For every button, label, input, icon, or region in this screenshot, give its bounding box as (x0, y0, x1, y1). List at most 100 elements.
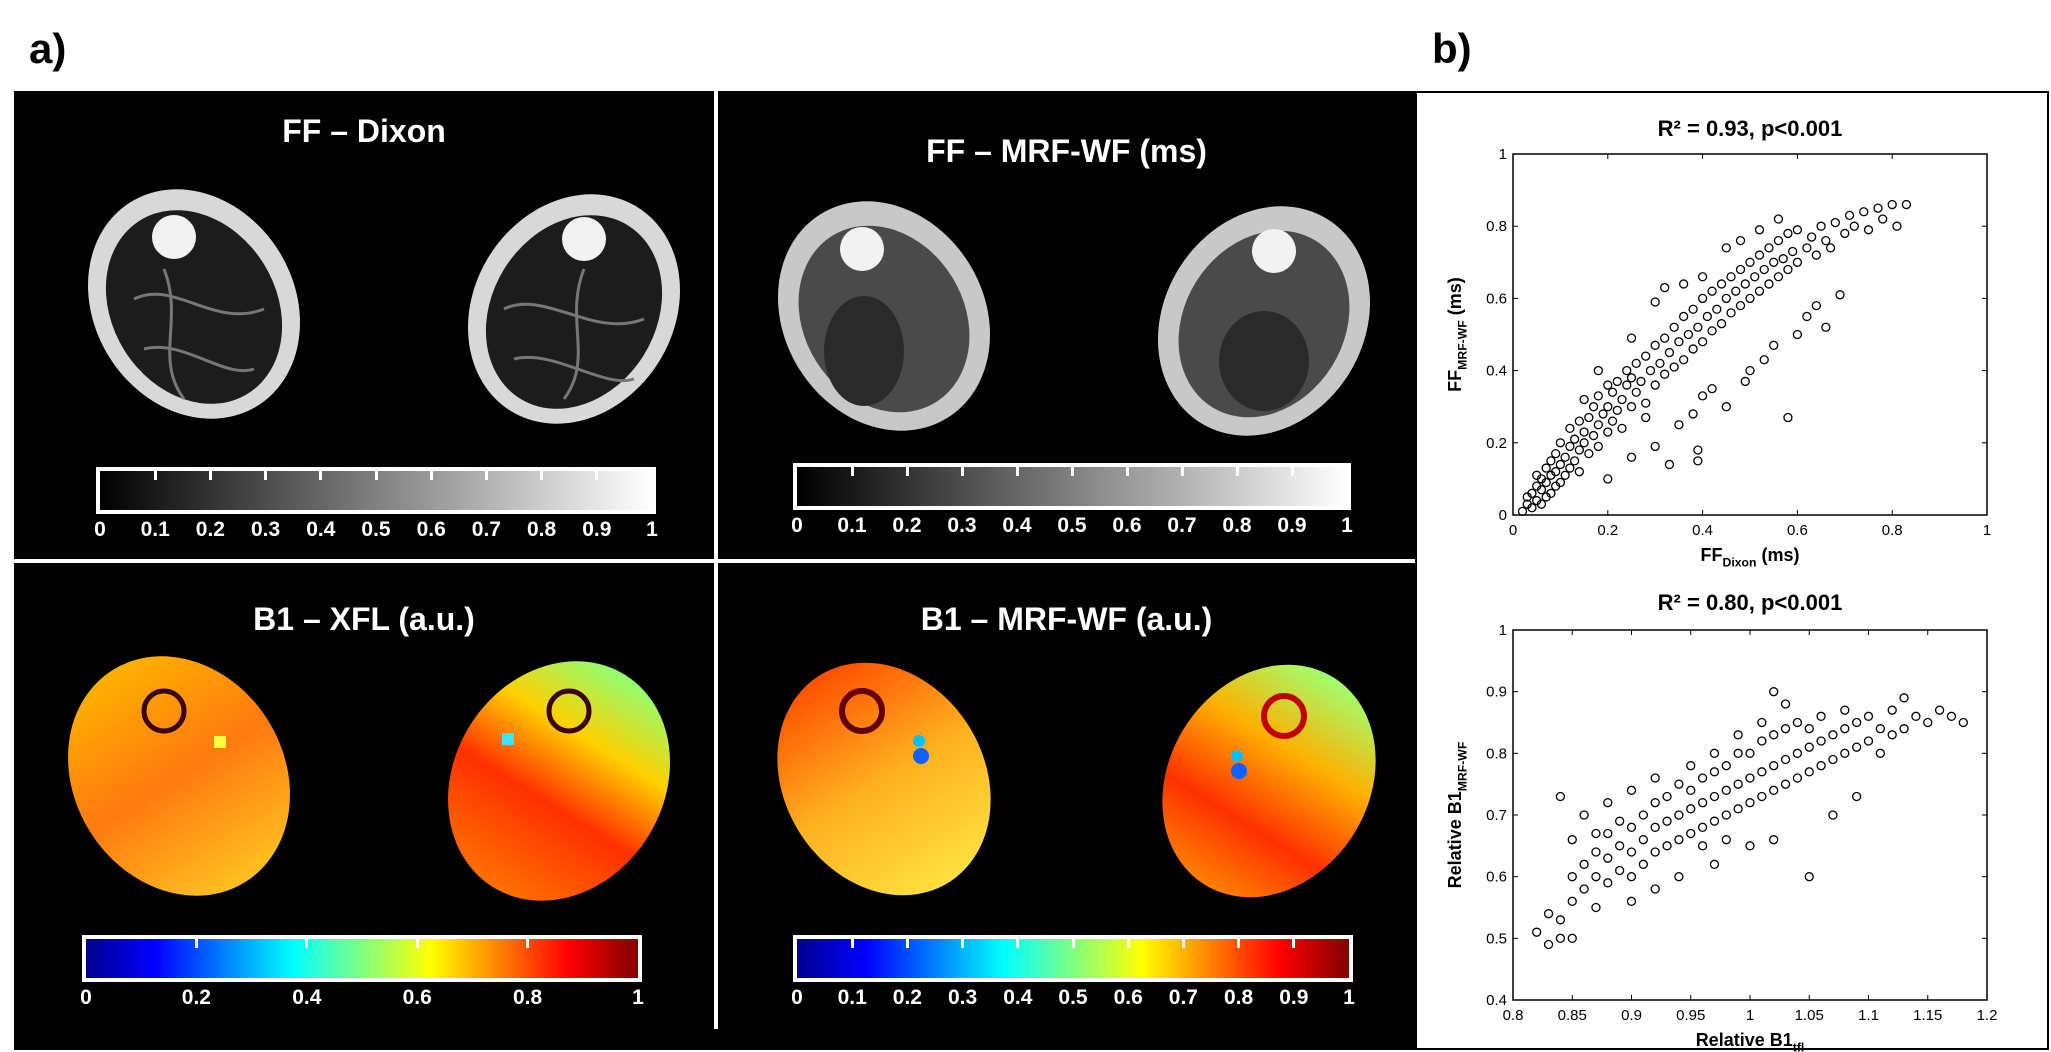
scatter-point (1532, 927, 1542, 937)
scatter-point (1584, 412, 1594, 423)
plot-axes-box (1512, 153, 1988, 516)
scatter-point (1828, 730, 1838, 740)
scatter-point (1551, 448, 1561, 459)
scatter-point (1828, 810, 1838, 820)
scatter-point (1745, 773, 1755, 783)
scatter-point (1603, 474, 1613, 484)
scatter-point (1783, 412, 1793, 423)
scatter-point (1693, 322, 1703, 332)
colorbar-tick-label: 0.3 (947, 514, 977, 537)
scatter-point (1546, 488, 1556, 498)
scatter-point (1849, 221, 1859, 231)
scatter-point (1626, 822, 1637, 832)
scatter-point (1769, 687, 1779, 697)
scatter-point (1664, 347, 1675, 358)
scatter-point (1757, 767, 1767, 777)
scatter-point (1650, 798, 1660, 808)
scatter-point (1612, 376, 1622, 387)
scatter-point (1792, 225, 1803, 235)
y-axis-label: FFMRF-WF (ms) (1445, 277, 1469, 392)
colorbar-tick-label: 0.4 (306, 518, 336, 541)
scatter-point (1780, 724, 1791, 734)
colorbar-tick-label: 0.9 (1277, 514, 1307, 537)
horizontal-divider (14, 559, 1415, 563)
scatter-point (1934, 705, 1945, 715)
scatter-point (1757, 717, 1767, 728)
scatter-point (1631, 358, 1641, 369)
scatter-point (1607, 387, 1618, 397)
colorbar-tick (1015, 467, 1019, 476)
scatter-point (1721, 293, 1731, 304)
colorbar-tick (1237, 939, 1241, 948)
ff-dixon-right-slice (468, 194, 680, 424)
scatter-point (1875, 748, 1886, 758)
colorbar-tick-label: 0.5 (1058, 986, 1088, 1009)
scatter-point (1835, 290, 1845, 300)
colorbar-tick-label: 0.6 (416, 518, 446, 541)
colorbar-tick (305, 939, 309, 948)
scatter-point (1740, 279, 1750, 289)
y-tick-label: 1 (1499, 146, 1507, 163)
scatter-point (1636, 376, 1646, 387)
colorbar-tick (961, 939, 965, 948)
scatter-point (1650, 441, 1660, 452)
colorbar-tick (415, 939, 419, 948)
scatter-point (1638, 859, 1649, 869)
y-tick-label: 0.7 (1486, 807, 1507, 824)
scatter-point (1697, 841, 1708, 851)
scatter-point (1764, 279, 1774, 289)
scatter-point (1617, 423, 1627, 434)
colorbar-tick (484, 471, 488, 480)
scatter-point (1567, 896, 1577, 906)
scatter-point (1783, 228, 1793, 239)
colorbar-tick (319, 471, 323, 480)
scatter-point (1726, 308, 1736, 318)
scatter-point (1721, 785, 1731, 795)
scatter-point (1527, 503, 1537, 513)
scatter-point (1802, 311, 1812, 322)
scatter-point (1593, 420, 1603, 430)
scatter-point (1603, 828, 1613, 839)
scatter-point (1565, 423, 1575, 434)
scatter-point (1674, 779, 1684, 789)
scatter-point (1769, 835, 1779, 845)
colorbar-tick-label: 0.4 (292, 986, 322, 1009)
scatter-point (1773, 214, 1784, 224)
colorbar-tick-label: 0 (80, 986, 92, 1009)
scatter-point (1735, 300, 1746, 311)
colorbar-tick-label: 0.3 (250, 518, 281, 541)
colorbar-tick (1292, 939, 1296, 948)
scatter-point (1830, 217, 1840, 228)
scatter-point (1754, 250, 1765, 260)
scatter-point (1804, 724, 1814, 734)
colorbar-tick-label: 0.8 (526, 518, 557, 541)
scatter-point (1593, 441, 1603, 452)
scatter-point (1840, 705, 1850, 715)
scatter-point (1745, 365, 1755, 376)
scatter-point (1536, 485, 1547, 495)
scatter-point (1626, 896, 1637, 906)
scatter-point (1851, 717, 1862, 728)
colorbar-tick (153, 471, 157, 480)
scatter-point (1726, 272, 1736, 282)
scatter-point (1816, 711, 1826, 721)
scatter-point (1769, 761, 1779, 771)
colorbar-tick (1016, 939, 1020, 948)
scatter-point (1750, 272, 1760, 282)
x-tick-label: 0.4 (1692, 522, 1713, 539)
y-tick-label: 0.8 (1486, 218, 1507, 235)
scatter-point (1780, 699, 1791, 709)
scatter-point (1764, 243, 1774, 253)
scatter-point (1638, 835, 1649, 845)
scatter-point (1840, 724, 1850, 734)
scatter-point (1650, 340, 1660, 350)
scatter-point (1650, 822, 1660, 832)
colorbar-tick-label: 1 (632, 986, 644, 1009)
scatter-point (1686, 785, 1696, 795)
colorbar-tick-label: 0.6 (1112, 514, 1142, 537)
colorbar-tick-label: 0.2 (181, 986, 211, 1009)
x-tick-label: 0.9 (1621, 1007, 1642, 1024)
scatter-point (1821, 235, 1831, 246)
scatter-point (1569, 456, 1580, 466)
scatter-point (1863, 225, 1874, 235)
